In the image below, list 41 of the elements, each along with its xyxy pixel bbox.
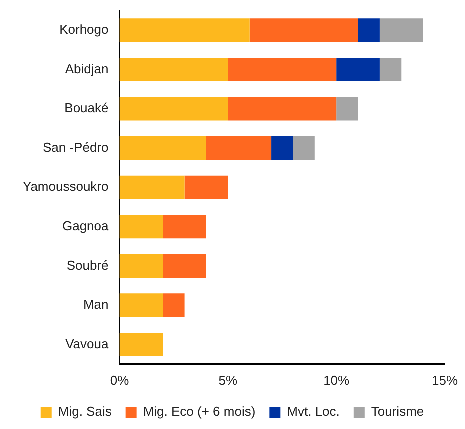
bar: [293, 136, 315, 160]
bar: [120, 136, 206, 160]
x-tick-label: 10%: [324, 372, 350, 388]
bar: [358, 18, 380, 42]
y-tick-label: Soubré: [66, 258, 109, 273]
y-tick-label: San -Pédro: [42, 140, 109, 155]
y-tick-label: Korhogo: [60, 22, 109, 38]
y-tick-label: Vavoua: [66, 336, 110, 352]
legend-label: Mig. Eco (+ 6 mois): [143, 404, 256, 420]
bar: [163, 254, 206, 278]
bar: [206, 136, 272, 160]
x-tick-label: 5%: [218, 372, 238, 388]
legend-label: Mig. Sais: [58, 404, 112, 420]
y-tick-label: Man: [83, 297, 109, 312]
y-tick-label: Bouaké: [64, 100, 109, 116]
y-tick-label: Abidjan: [65, 61, 109, 76]
bar: [272, 136, 294, 160]
x-tick-label: 0%: [110, 372, 130, 388]
bar: [228, 58, 337, 82]
bar: [336, 97, 358, 121]
bar: [380, 58, 402, 82]
x-tick-label: 15%: [432, 372, 458, 388]
legend-label: Tourisme: [371, 404, 424, 420]
bar: [120, 294, 164, 318]
bar: [163, 215, 206, 239]
y-tick-label: Gagnoa: [62, 218, 110, 234]
bar: [380, 18, 424, 42]
bar: [120, 58, 228, 82]
bar: [120, 18, 250, 42]
bar: [228, 97, 337, 121]
y-tick-label: Yamoussoukro: [22, 179, 109, 194]
bar: [184, 176, 228, 200]
bar: [163, 294, 185, 318]
bar: [120, 97, 228, 121]
legend-label: Mvt. Loc.: [287, 404, 340, 420]
bar: [120, 215, 164, 239]
bar: [250, 18, 358, 42]
bar: [336, 58, 380, 82]
bar: [120, 332, 164, 357]
bar: [120, 254, 164, 278]
bar: [120, 176, 185, 200]
